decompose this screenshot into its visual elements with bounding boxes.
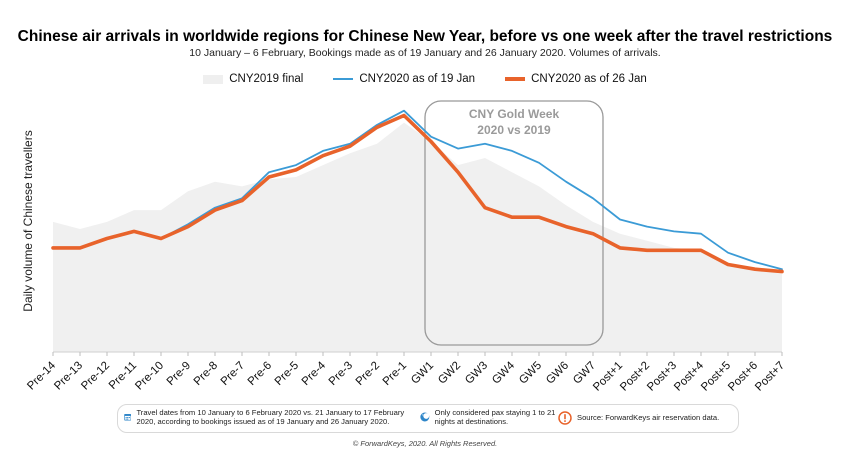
area-layer xyxy=(53,122,782,352)
x-tick-label-gw5: GW5 xyxy=(517,360,544,387)
legend-label-cny2020-19jan: CNY2020 as of 19 Jan xyxy=(359,73,476,85)
x-tick-label-pre5: Pre-5 xyxy=(273,360,301,388)
footer-note-source: Source: ForwardKeys air reservation data… xyxy=(558,411,733,425)
x-tick-label-pre12: Pre-12 xyxy=(79,360,112,393)
footer-note-dates: Travel dates from 10 January to 6 Februa… xyxy=(124,408,414,427)
x-tick-label-pre10: Pre-10 xyxy=(133,360,166,393)
axis-layer: Pre-14Pre-13Pre-12Pre-11Pre-10Pre-9Pre-8… xyxy=(25,351,787,394)
footer-note-stay: Only considered pax staying 1 to 21 nigh… xyxy=(420,408,570,427)
x-tick-label-gw4: GW4 xyxy=(490,359,517,386)
x-tick-label-pre11: Pre-11 xyxy=(107,360,139,392)
gold-week-box xyxy=(424,100,604,346)
footer-notes: Travel dates from 10 January to 6 Februa… xyxy=(117,404,739,433)
x-tick-label-post6: Post+6 xyxy=(726,360,760,394)
x-tick-label-pre1: Pre-1 xyxy=(381,360,409,388)
annotation-layer: CNY Gold Week 2020 vs 2019 xyxy=(424,100,604,346)
x-tick-label-post7: Post+7 xyxy=(753,360,787,394)
chart-subtitle: 10 January – 6 February, Bookings made a… xyxy=(189,47,661,59)
x-tick-label-post5: Post+5 xyxy=(699,360,733,394)
x-tick-label-pre2: Pre-2 xyxy=(354,360,382,388)
legend-item-cny2020-26jan: CNY2020 as of 26 Jan xyxy=(505,73,647,85)
legend-item-cny2019: CNY2019 final xyxy=(203,73,303,85)
x-tick-label-pre6: Pre-6 xyxy=(246,360,274,388)
gold-week-label-line2: 2020 vs 2019 xyxy=(477,123,551,137)
x-tick-label-gw6: GW6 xyxy=(544,360,571,387)
x-tick-label-gw2: GW2 xyxy=(436,360,463,387)
line-layer xyxy=(51,109,784,274)
x-tick-label-pre14: Pre-14 xyxy=(25,359,58,392)
legend-item-cny2020-19jan: CNY2020 as of 19 Jan xyxy=(333,73,475,85)
calendar-icon xyxy=(124,414,132,421)
legend-swatch-cny2020-19jan xyxy=(333,78,354,80)
moon-night-icon xyxy=(420,413,430,422)
legend-label-cny2019: CNY2019 final xyxy=(229,73,304,85)
chart-title: Chinese air arrivals in worldwide region… xyxy=(17,28,833,45)
x-tick-label-pre7: Pre-7 xyxy=(219,360,247,388)
gold-week-label-line1: CNY Gold Week xyxy=(469,107,560,121)
x-tick-label-post2: Post+2 xyxy=(618,360,652,394)
x-tick-label-pre3: Pre-3 xyxy=(327,360,355,388)
x-tick-label-pre13: Pre-13 xyxy=(52,360,85,393)
series-2-line xyxy=(51,113,784,274)
footer-note-stay-text: Only considered pax staying 1 to 21 nigh… xyxy=(434,408,556,427)
legend-label-cny2020-26jan: CNY2020 as of 26 Jan xyxy=(531,73,647,85)
x-tick-label-pre4: Pre-4 xyxy=(300,359,329,388)
footer-note-dates-text: Travel dates from 10 January to 6 Februa… xyxy=(136,408,405,427)
x-tick-label-gw1: GW1 xyxy=(409,360,436,387)
legend-swatch-cny2020-26jan xyxy=(505,77,526,81)
chart-legend: CNY2019 final CNY2020 as of 19 Jan CNY20… xyxy=(0,73,850,85)
footer-note-source-text: Source: ForwardKeys air reservation data… xyxy=(577,413,720,423)
x-tick-label-pre8: Pre-8 xyxy=(192,360,220,388)
x-tick-label-post1: Post+1 xyxy=(591,360,625,394)
exclamation-icon xyxy=(558,411,572,425)
x-tick-label-gw3: GW3 xyxy=(463,360,490,387)
x-tick-label-post3: Post+3 xyxy=(645,360,679,394)
series-0-area xyxy=(53,122,782,352)
copyright: © ForwardKeys, 2020. All Rights Reserved… xyxy=(352,439,498,448)
x-tick-label-pre9: Pre-9 xyxy=(165,360,193,388)
legend-swatch-cny2019 xyxy=(203,74,224,84)
